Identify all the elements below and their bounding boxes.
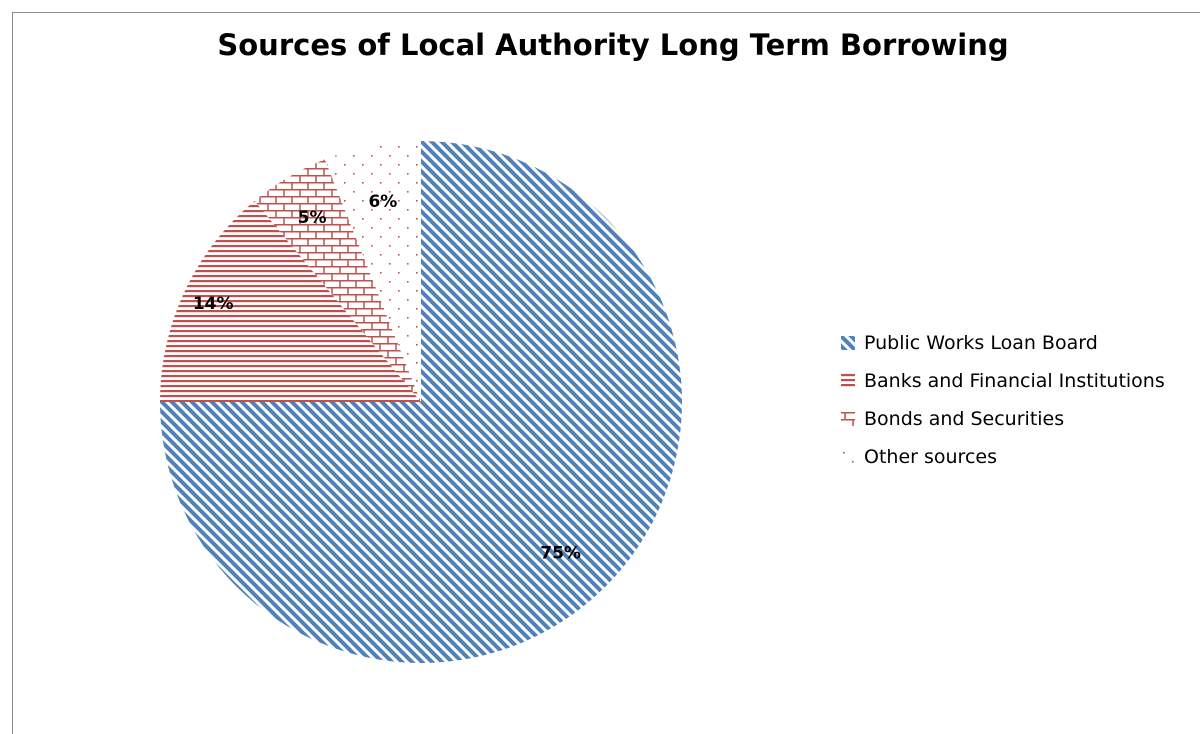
legend-item: Other sources [841, 438, 1165, 476]
pie-slice-bonds-and-securities [254, 159, 421, 402]
legend-label: Banks and Financial Institutions [864, 370, 1165, 392]
data-label: 5% [298, 208, 327, 228]
legend-label: Public Works Loan Board [864, 332, 1098, 354]
pie-slice-banks-and-financial-institutions [160, 200, 421, 402]
legend-swatch [841, 336, 855, 350]
data-label: 14% [193, 294, 234, 314]
legend-item: Banks and Financial Institutions [841, 362, 1165, 400]
legend-item: Bonds and Securities [841, 400, 1165, 438]
legend-item: Public Works Loan Board [841, 324, 1165, 362]
data-label: 6% [368, 192, 397, 212]
legend-swatch [841, 450, 855, 464]
pie-data-labels: 75% 14% 5% 6% [193, 192, 581, 564]
data-label: 75% [540, 544, 581, 564]
legend-label: Bonds and Securities [864, 408, 1065, 430]
chart-title: Sources of Local Authority Long Term Bor… [217, 28, 1009, 62]
pie-slices [160, 141, 682, 663]
legend-label: Other sources [864, 446, 997, 468]
chart-legend: Public Works Loan Board Banks and Financi… [841, 324, 1165, 476]
legend-swatch [841, 412, 855, 426]
pie-slice-other-sources [324, 141, 421, 402]
legend-swatch [841, 374, 855, 388]
